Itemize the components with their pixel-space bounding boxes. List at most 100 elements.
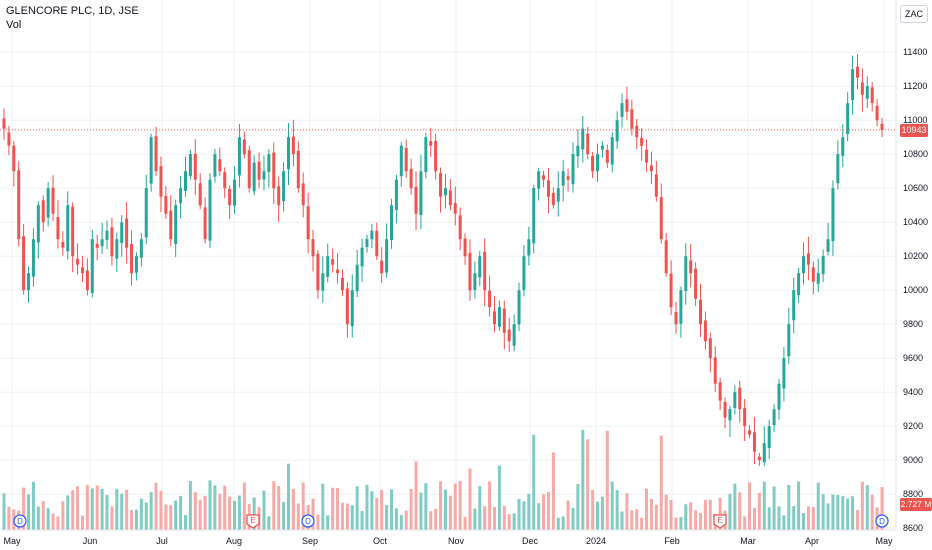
volume-bar [203,495,207,530]
candle-body [301,183,305,206]
volume-bar [654,504,658,530]
candle-body [772,409,776,426]
volume-bar [51,513,55,530]
volume-bar [841,496,845,530]
candle-body [674,312,678,325]
volume-bar [610,481,614,530]
volume-bar [659,435,663,530]
time-axis[interactable]: May Jun Jul Aug Sep Oct Nov Dec 2024 Feb Mar Apr May [0,529,896,546]
volume-bar [561,516,565,530]
volume-bar [443,489,447,530]
volume-bar [414,461,418,530]
volume-bar [71,490,75,530]
y-tick-label: 8600 [903,523,923,533]
volume-bar [301,482,305,530]
y-tick-label: 11400 [903,47,927,57]
symbol-title[interactable]: GLENCORE PLC, 1D, JSE [6,5,139,17]
volume-bar [546,492,550,530]
candle-body [7,132,11,146]
candle-body [439,173,443,197]
candle-body [154,136,158,172]
candle-body [100,239,104,247]
candle-body [76,258,80,265]
volume-bar [272,481,276,530]
candle-body [336,269,340,274]
candle-body [748,430,752,435]
candle-body [419,171,423,215]
candle-body [120,222,124,243]
candle-body [17,170,21,240]
candle-body [576,145,580,157]
volume-bar [645,488,649,530]
candle-body [473,273,477,290]
y-tick-label: 9000 [903,455,923,465]
volume-bar [105,495,109,530]
candle-body [605,149,609,163]
volume-bar [218,493,222,530]
currency-label[interactable]: ZAC [900,5,928,23]
volume-bar [649,498,653,530]
volume-bar [85,485,89,530]
candle-body [90,239,94,294]
candle-body [331,259,335,265]
volume-bar [144,502,148,530]
volume-bar [242,482,246,530]
candle-body [277,186,281,206]
volume-bar [797,481,801,530]
y-tick-label: 9800 [903,319,923,329]
candle-body [556,188,560,202]
candle-body [507,329,511,342]
candle-body [252,162,256,192]
candle-body [468,252,472,291]
candle-body [488,290,492,308]
volume-bar [532,434,536,530]
earnings-marker-letter: E [250,516,255,525]
volume-bar [213,485,217,530]
volume-bar [100,488,104,530]
candle-body [517,290,521,325]
candle-body [272,152,276,189]
volume-bar [811,507,815,530]
candle-body [532,188,536,244]
volume-indicator-label[interactable]: Vol [6,19,22,31]
volume-bar [380,490,384,530]
candle-body [816,273,820,284]
candle-body [429,140,433,146]
candle-body [355,264,359,292]
volume-bar [679,517,683,530]
candle-body [46,188,50,218]
candle-body [684,256,688,291]
candle-body [375,230,379,257]
candle-body [169,210,173,240]
volume-bar [385,505,389,530]
volume-bar [806,506,810,530]
candle-body [865,86,869,99]
candle-body [826,239,830,252]
volume-bar [237,495,241,530]
candle-body [831,188,835,242]
candle-body [12,145,16,172]
candle-body [630,109,634,129]
candle-body [242,139,246,155]
candle-body [247,150,251,189]
candle-body [620,103,624,117]
candle-body [85,270,89,291]
candle-body [345,288,349,325]
candle-body [350,290,354,327]
volume-bar [576,484,580,530]
volume-bar [149,492,153,530]
candle-body [424,137,428,173]
volume-bar [767,507,771,530]
volume-bar [154,482,158,530]
candle-body [591,155,595,172]
x-tick-label: Jun [83,536,98,546]
candle-body [399,145,403,177]
y-tick-label: 10600 [903,183,928,193]
volume-bar [870,494,874,530]
candle-body [703,320,707,342]
price-axis[interactable]: 8600 8800 9000 9200 9400 9600 9800 10000 10200 10… [895,0,928,533]
volume-bar [375,497,379,530]
candle-body [689,260,693,274]
